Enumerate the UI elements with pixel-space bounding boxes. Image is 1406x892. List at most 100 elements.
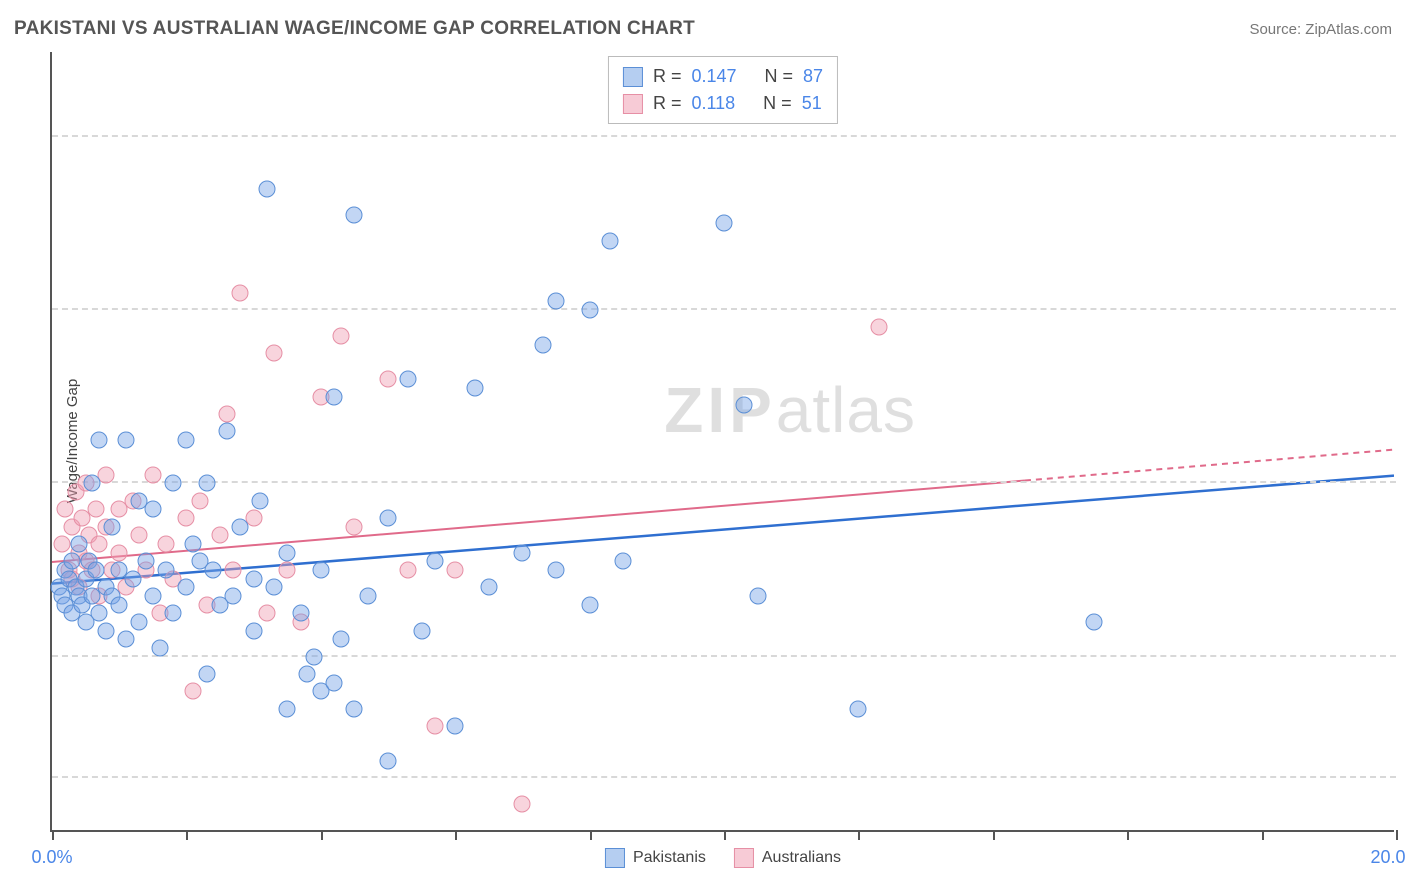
data-point xyxy=(57,501,74,518)
data-point xyxy=(380,510,397,527)
legend-item-australians: Australians xyxy=(734,848,841,868)
data-point xyxy=(447,718,464,735)
legend-label: Pakistanis xyxy=(633,849,706,867)
data-point xyxy=(279,700,296,717)
data-point xyxy=(245,570,262,587)
data-point xyxy=(164,475,181,492)
data-point xyxy=(427,718,444,735)
data-point xyxy=(131,527,148,544)
x-tick xyxy=(1396,830,1398,840)
r-label: R = xyxy=(653,90,682,117)
data-point xyxy=(480,579,497,596)
data-point xyxy=(447,562,464,579)
data-point xyxy=(70,536,87,553)
data-point xyxy=(380,371,397,388)
legend-item-pakistanis: Pakistanis xyxy=(605,848,706,868)
data-point xyxy=(259,605,276,622)
gridline xyxy=(52,135,1396,137)
scatter-plot: Wage/Income Gap ZIPatlas R = 0.147 N = 8… xyxy=(50,52,1394,832)
data-point xyxy=(124,570,141,587)
data-point xyxy=(91,536,108,553)
x-tick xyxy=(724,830,726,840)
data-point xyxy=(346,700,363,717)
x-tick-label: 0.0% xyxy=(31,847,72,868)
data-point xyxy=(191,492,208,509)
data-point xyxy=(467,380,484,397)
trend-lines xyxy=(52,52,1394,830)
r-value: 0.118 xyxy=(691,90,735,117)
data-point xyxy=(245,622,262,639)
data-point xyxy=(185,683,202,700)
n-label: N = xyxy=(763,90,792,117)
swatch-pink-icon xyxy=(734,848,754,868)
data-point xyxy=(332,631,349,648)
data-point xyxy=(359,588,376,605)
swatch-blue-icon xyxy=(623,67,643,87)
data-point xyxy=(185,536,202,553)
data-point xyxy=(332,328,349,345)
data-point xyxy=(232,518,249,535)
data-point xyxy=(850,700,867,717)
data-point xyxy=(87,562,104,579)
data-point xyxy=(380,752,397,769)
data-point xyxy=(400,371,417,388)
data-point xyxy=(548,293,565,310)
x-tick-label: 20.0% xyxy=(1370,847,1406,868)
stats-row-blue: R = 0.147 N = 87 xyxy=(623,63,823,90)
data-point xyxy=(178,579,195,596)
data-point xyxy=(326,388,343,405)
x-tick xyxy=(590,830,592,840)
data-point xyxy=(1085,614,1102,631)
data-point xyxy=(117,432,134,449)
data-point xyxy=(279,562,296,579)
data-point xyxy=(736,397,753,414)
data-point xyxy=(225,588,242,605)
data-point xyxy=(144,466,161,483)
data-point xyxy=(346,518,363,535)
data-point xyxy=(111,596,128,613)
data-point xyxy=(581,596,598,613)
gridline xyxy=(52,776,1396,778)
x-tick xyxy=(455,830,457,840)
data-point xyxy=(252,492,269,509)
data-point xyxy=(400,562,417,579)
stats-row-pink: R = 0.118 N = 51 xyxy=(623,90,823,117)
gridline xyxy=(52,481,1396,483)
data-point xyxy=(198,666,215,683)
data-point xyxy=(427,553,444,570)
data-point xyxy=(117,631,134,648)
data-point xyxy=(138,553,155,570)
r-label: R = xyxy=(653,63,682,90)
data-point xyxy=(178,510,195,527)
data-point xyxy=(91,432,108,449)
data-point xyxy=(326,674,343,691)
x-tick xyxy=(993,830,995,840)
data-point xyxy=(218,423,235,440)
data-point xyxy=(265,345,282,362)
series-legend: Pakistanis Australians xyxy=(605,848,841,868)
data-point xyxy=(312,562,329,579)
data-point xyxy=(279,544,296,561)
data-point xyxy=(111,544,128,561)
data-point xyxy=(514,544,531,561)
r-value: 0.147 xyxy=(691,63,736,90)
x-tick xyxy=(858,830,860,840)
data-point xyxy=(615,553,632,570)
data-point xyxy=(131,614,148,631)
data-point xyxy=(144,588,161,605)
gridline xyxy=(52,308,1396,310)
swatch-pink-icon xyxy=(623,94,643,114)
data-point xyxy=(158,562,175,579)
data-point xyxy=(104,518,121,535)
data-point xyxy=(514,796,531,813)
data-point xyxy=(87,501,104,518)
n-value: 51 xyxy=(802,90,822,117)
data-point xyxy=(91,605,108,622)
data-point xyxy=(306,648,323,665)
data-point xyxy=(299,666,316,683)
data-point xyxy=(292,605,309,622)
x-tick xyxy=(1127,830,1129,840)
n-label: N = xyxy=(765,63,794,90)
data-point xyxy=(178,432,195,449)
watermark: ZIPatlas xyxy=(664,373,916,447)
